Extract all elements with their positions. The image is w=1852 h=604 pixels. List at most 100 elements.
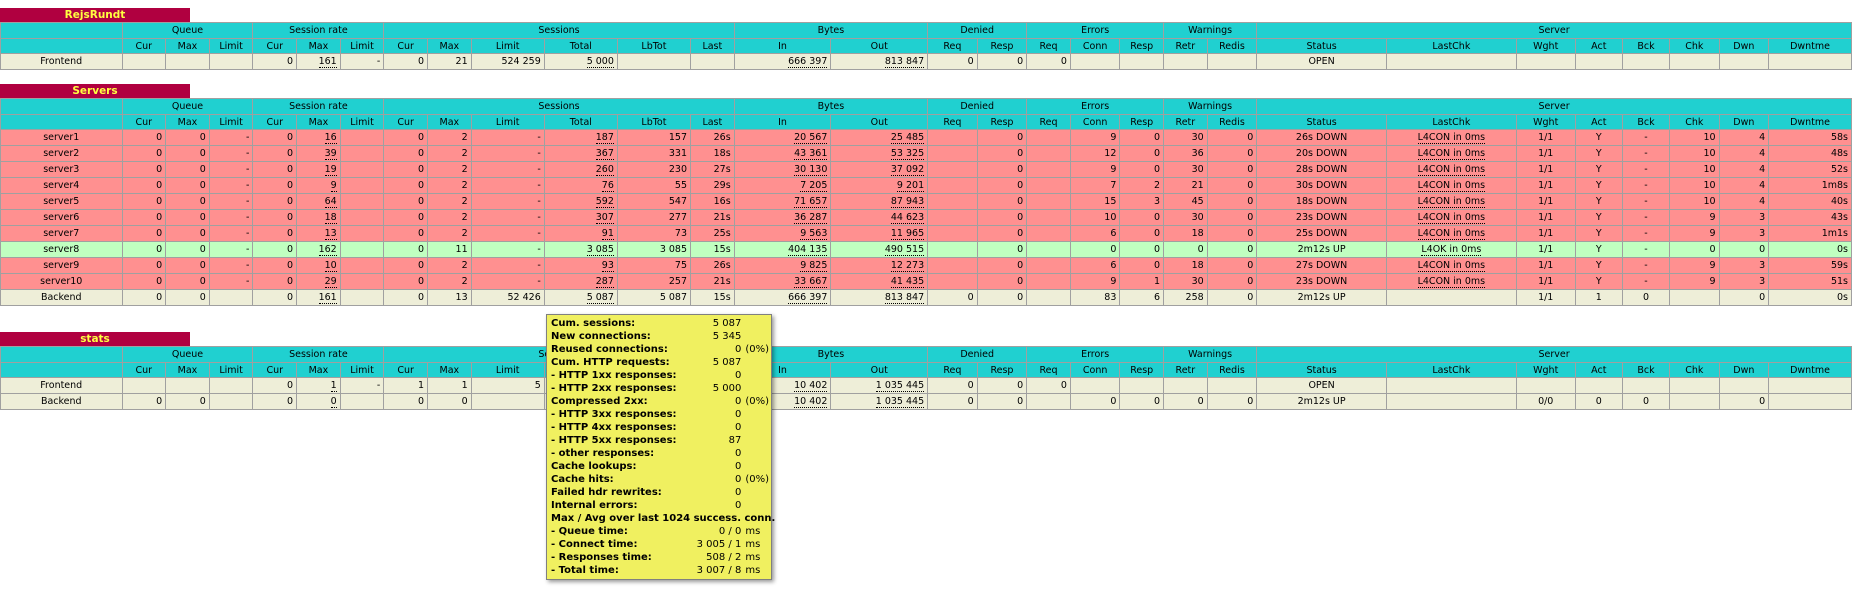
cell-out[interactable]: 813 847 <box>830 53 929 70</box>
cell-in[interactable]: 666 397 <box>733 53 832 70</box>
cell-max[interactable]: 39 <box>296 145 341 162</box>
cell-max[interactable]: 16 <box>296 129 341 146</box>
cell-total[interactable]: 3 085 <box>543 241 618 258</box>
cell-dwn: 3 <box>1718 257 1770 274</box>
cell-in[interactable]: 30 130 <box>733 161 832 178</box>
cell-in[interactable]: 20 567 <box>733 129 832 146</box>
cell-max[interactable]: 13 <box>296 225 341 242</box>
cell-value: 64 <box>324 196 337 208</box>
cell-max[interactable]: 9 <box>296 177 341 194</box>
row-name[interactable]: server10 <box>0 273 123 290</box>
cell-out[interactable]: 1 035 445 <box>830 377 929 394</box>
cell-out[interactable]: 490 515 <box>830 241 929 258</box>
cell-lastchk[interactable]: L4CON in 0ms <box>1385 145 1517 162</box>
cell-total[interactable]: 307 <box>543 209 618 226</box>
cell-value: 0 <box>199 164 206 175</box>
cell-max[interactable]: 19 <box>296 161 341 178</box>
cell-max[interactable]: 161 <box>296 289 341 306</box>
row-name[interactable]: server6 <box>0 209 123 226</box>
cell-total[interactable]: 287 <box>543 273 618 290</box>
cell-lastchk[interactable]: L4CON in 0ms <box>1385 257 1517 274</box>
proxy-title[interactable]: RejsRundt <box>0 8 190 22</box>
cell-value: 30 <box>1191 164 1204 175</box>
cell-lastchk[interactable]: L4CON in 0ms <box>1385 161 1517 178</box>
cell-out[interactable]: 9 201 <box>830 177 929 194</box>
cell-value: - <box>246 228 250 239</box>
cell-out[interactable]: 87 943 <box>830 193 929 210</box>
cell-value: 0 <box>287 228 294 239</box>
cell-out[interactable]: 11 965 <box>830 225 929 242</box>
proxy-title[interactable]: stats <box>0 332 190 346</box>
row-server8: server8 0 0 - 0 162 0 11 - 3 085 3 085 15s 404 135 49… <box>0 241 1852 258</box>
cell-in[interactable]: 9 825 <box>733 257 832 274</box>
cell-total[interactable]: 260 <box>543 161 618 178</box>
cell-out[interactable]: 1 035 445 <box>830 393 929 410</box>
cell-in[interactable]: 33 667 <box>733 273 832 290</box>
row-name[interactable]: Backend <box>0 289 123 306</box>
cell-total[interactable]: 367 <box>543 145 618 162</box>
cell-retr: 21 <box>1163 177 1208 194</box>
row-name[interactable]: server8 <box>0 241 123 258</box>
cell-max[interactable]: 10 <box>296 257 341 274</box>
cell-max[interactable]: 64 <box>296 193 341 210</box>
row-name[interactable]: server4 <box>0 177 123 194</box>
cell-lastchk[interactable]: L4CON in 0ms <box>1385 193 1517 210</box>
cell-in[interactable]: 36 287 <box>733 209 832 226</box>
cell-in[interactable]: 43 361 <box>733 145 832 162</box>
cell-total[interactable]: 592 <box>543 193 618 210</box>
row-name[interactable]: Frontend <box>0 53 123 70</box>
cell-total[interactable]: 187 <box>543 129 618 146</box>
column-header: Wght <box>1515 114 1576 130</box>
cell-total[interactable]: 5 087 <box>543 289 618 306</box>
cell-max: 0 <box>427 393 472 410</box>
row-name[interactable]: server7 <box>0 225 123 242</box>
row-name[interactable]: Backend <box>0 393 123 410</box>
row-name[interactable]: server3 <box>0 161 123 178</box>
cell-in[interactable]: 666 397 <box>733 289 832 306</box>
cell-lastchk[interactable]: L4CON in 0ms <box>1385 209 1517 226</box>
column-header: Dwntme <box>1768 114 1852 130</box>
cell-max[interactable]: 1 <box>296 377 341 394</box>
cell-limit <box>339 289 385 306</box>
cell-max[interactable]: 162 <box>296 241 341 258</box>
cell-total[interactable]: 76 <box>543 177 618 194</box>
cell-max[interactable]: 18 <box>296 209 341 226</box>
cell-in[interactable]: 7 205 <box>733 177 832 194</box>
cell-total[interactable]: 93 <box>543 257 618 274</box>
group-header: Errors <box>1026 346 1165 363</box>
cell-max[interactable]: 0 <box>296 393 341 410</box>
row-name[interactable]: Frontend <box>0 377 123 394</box>
cell-chk: 10 <box>1669 193 1720 210</box>
tooltip-row: - HTTP 5xx responses: 87 <box>551 434 775 447</box>
cell-max[interactable]: 161 <box>296 53 341 70</box>
cell-max[interactable]: 29 <box>296 273 341 290</box>
cell-lbtot: 5 087 <box>616 289 692 306</box>
row-name[interactable]: server2 <box>0 145 123 162</box>
cell-out[interactable]: 41 435 <box>830 273 929 290</box>
row-name[interactable]: server5 <box>0 193 123 210</box>
cell-out[interactable]: 12 273 <box>830 257 929 274</box>
cell-out[interactable]: 53 325 <box>830 145 929 162</box>
cell-lastchk[interactable]: L4CON in 0ms <box>1385 225 1517 242</box>
cell-wght: 1/1 <box>1515 225 1576 242</box>
cell-out[interactable]: 25 485 <box>830 129 929 146</box>
cell-total[interactable]: 5 000 <box>543 53 618 70</box>
cell-lastchk[interactable]: L4CON in 0ms <box>1385 273 1517 290</box>
cell-lastchk[interactable]: L4CON in 0ms <box>1385 129 1517 146</box>
cell-chk <box>1669 393 1720 410</box>
cell-in[interactable]: 71 657 <box>733 193 832 210</box>
cell-out[interactable]: 813 847 <box>830 289 929 306</box>
cell-lastchk[interactable]: L4OK in 0ms <box>1385 241 1517 258</box>
row-name[interactable]: server1 <box>0 129 123 146</box>
cell-in[interactable]: 404 135 <box>733 241 832 258</box>
column-header: Max <box>427 38 472 54</box>
cell-value: 0 <box>1709 244 1716 255</box>
cell-lastchk[interactable]: L4CON in 0ms <box>1385 177 1517 194</box>
cell-out[interactable]: 44 623 <box>830 209 929 226</box>
cell-value: 3 085 <box>586 244 614 256</box>
cell-out[interactable]: 37 092 <box>830 161 929 178</box>
cell-in[interactable]: 9 563 <box>733 225 832 242</box>
proxy-title[interactable]: Servers <box>0 84 190 98</box>
cell-total[interactable]: 91 <box>543 225 618 242</box>
row-name[interactable]: server9 <box>0 257 123 274</box>
